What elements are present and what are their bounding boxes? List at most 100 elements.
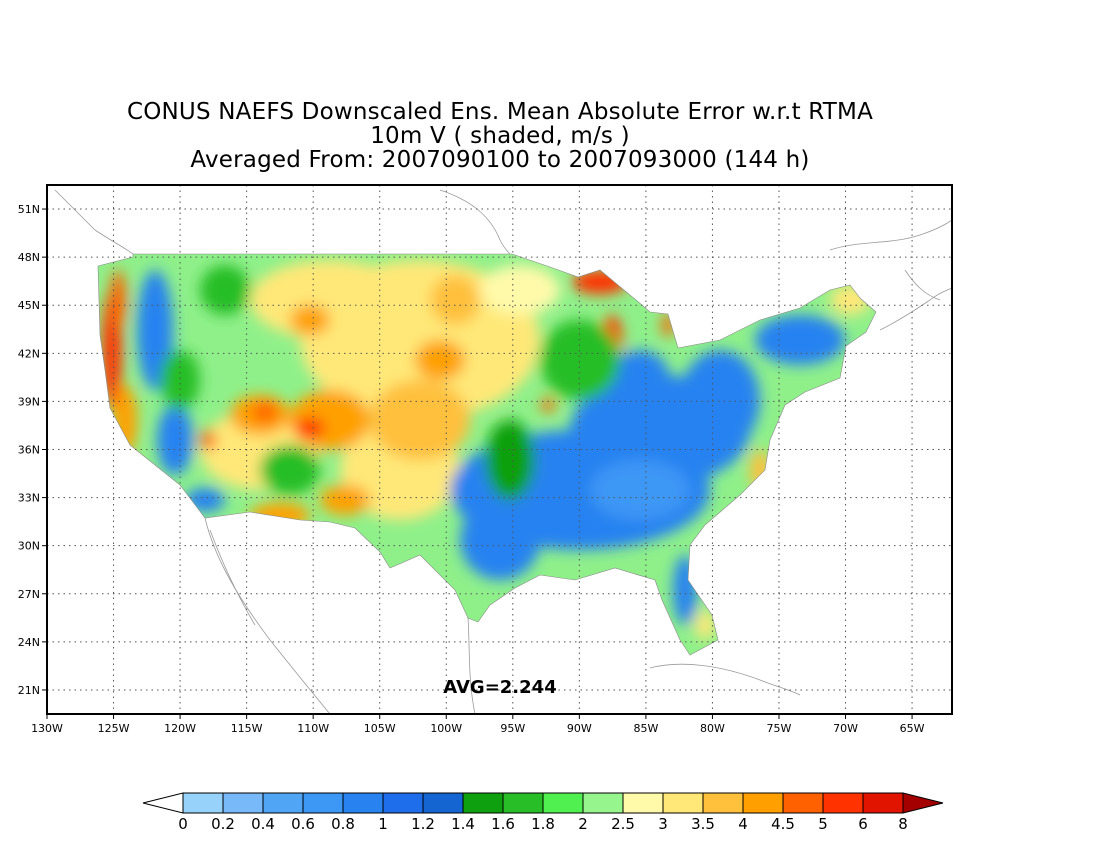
latitude-tick-label: 27N: [18, 588, 40, 601]
canada-coastline-east: [829, 219, 952, 251]
canada-coastline-west: [54, 189, 134, 255]
colorbar-label: 0.2: [211, 815, 235, 833]
latitude-tick-label: 33N: [18, 492, 40, 505]
longitude-tick-labels: 130W 125W 120W 115W 110W 105W 100W 95W 90W 85W 80W…: [31, 722, 925, 735]
colorbar-label: 0.8: [331, 815, 355, 833]
longitude-tick-label: 65W: [900, 722, 925, 735]
field-blob: [137, 270, 173, 390]
colorbar-labels: 0 0.2 0.4 0.6 0.8 1 1.2 1.4 1.6 1.8 2 2.5 3 3.5 4 4.5 5 6…: [178, 815, 908, 833]
canada-boundary: [439, 189, 513, 257]
colorbar-label: 4: [738, 815, 748, 833]
colorbar-box: [662, 792, 704, 814]
latitude-tick-label: 30N: [18, 540, 40, 553]
colorbar-box: [342, 792, 384, 814]
colorbar-box: [262, 792, 304, 814]
colorbar-box: [782, 792, 824, 814]
colorbar-box: [822, 792, 864, 814]
longitude-tick-label: 120W: [164, 722, 196, 735]
longitude-tick-label: 95W: [500, 722, 525, 735]
field-blob: [260, 445, 320, 495]
field-blob: [460, 500, 540, 580]
nova-scotia-coastline: [879, 287, 952, 331]
colorbar-label: 1.4: [451, 815, 475, 833]
longitude-tick-label: 80W: [700, 722, 725, 735]
colorbar-label: 2.5: [611, 815, 635, 833]
colorbar-label: 0: [178, 815, 188, 833]
latitude-tick-labels: 21N 24N 27N 30N 33N 36N 39N 42N 45N 48N 51N: [18, 203, 40, 697]
map-frame: [46, 184, 953, 715]
neighbour-coastlines: [54, 189, 952, 714]
colorbar-box: [742, 792, 784, 814]
colorbar-label: 0.4: [251, 815, 275, 833]
latitude-tick-label: 45N: [18, 299, 40, 312]
longitude-tick-label: 105W: [364, 722, 396, 735]
field-blob: [253, 402, 277, 422]
latitude-tick-label: 39N: [18, 395, 40, 408]
colorbar-box: [182, 792, 224, 814]
colorbar-box: [302, 792, 344, 814]
longitude-tick-label: 100W: [430, 722, 462, 735]
field-blob: [755, 315, 845, 365]
average-label: AVG=2.244: [443, 677, 556, 698]
colorbar-box: [702, 792, 744, 814]
newfoundland-coastline: [904, 269, 941, 301]
longitude-tick-label: 125W: [98, 722, 130, 735]
colorbar-label: 0.6: [291, 815, 315, 833]
latitude-tick-label: 21N: [18, 684, 40, 697]
latitude-tick-label: 48N: [18, 251, 40, 264]
title-line-2: 10m V ( shaded, m/s ): [370, 123, 630, 149]
colorbar-box: [582, 792, 624, 814]
mexico-coastline-gulf: [467, 617, 476, 714]
field-blob: [590, 460, 690, 520]
field-blob: [320, 485, 370, 515]
field-blob: [610, 350, 670, 410]
field-blob: [430, 275, 480, 325]
field-blob: [290, 305, 330, 335]
colorbar-box: [222, 792, 264, 814]
cuba-coastline: [649, 663, 801, 696]
longitude-tick-label: 85W: [633, 722, 658, 735]
colorbar-box: [862, 792, 904, 814]
field-blob: [415, 340, 465, 380]
colorbar-under-triangle: [142, 792, 184, 814]
colorbar-box: [382, 792, 424, 814]
colorbar-label: 8: [898, 815, 908, 833]
colorbar-box: [502, 792, 544, 814]
field-blob: [540, 320, 620, 400]
longitude-tick-label: 75W: [767, 722, 792, 735]
colorbar-label: 2: [578, 815, 588, 833]
title-line-1: CONUS NAEFS Downscaled Ens. Mean Absolut…: [126, 99, 874, 125]
shaded-error-field: [98, 254, 876, 655]
colorbar-label: 1.6: [491, 815, 515, 833]
colorbar-label: 1.8: [531, 815, 555, 833]
field-blob: [200, 430, 216, 450]
mexico-coastline-pacific: [204, 517, 331, 714]
field-blob: [695, 610, 715, 640]
field-blob: [680, 350, 760, 450]
field-blob: [200, 265, 250, 315]
colorbar-box: [462, 792, 504, 814]
colorbar-label: 5: [818, 815, 828, 833]
field-blob: [480, 265, 560, 315]
colorbar-box: [422, 792, 464, 814]
field-blob: [160, 350, 200, 410]
longitude-tick-label: 90W: [567, 722, 592, 735]
longitude-tick-label: 130W: [31, 722, 63, 735]
baja-coastline: [209, 529, 256, 626]
colorbar-boxes: [142, 792, 944, 814]
latitude-tick-label: 42N: [18, 347, 40, 360]
field-blob: [295, 418, 325, 438]
colorbar-label: 4.5: [771, 815, 795, 833]
colorbar-box: [622, 792, 664, 814]
latitude-tick-label: 36N: [18, 444, 40, 457]
field-blob: [157, 405, 193, 475]
field-blob: [541, 398, 555, 412]
longitude-tick-label: 110W: [297, 722, 329, 735]
latitude-tick-label: 24N: [18, 636, 40, 649]
longitude-tick-label: 115W: [231, 722, 263, 735]
colorbar-label: 6: [858, 815, 868, 833]
colorbar-over-triangle: [902, 792, 944, 814]
colorbar-label: 3.5: [691, 815, 715, 833]
